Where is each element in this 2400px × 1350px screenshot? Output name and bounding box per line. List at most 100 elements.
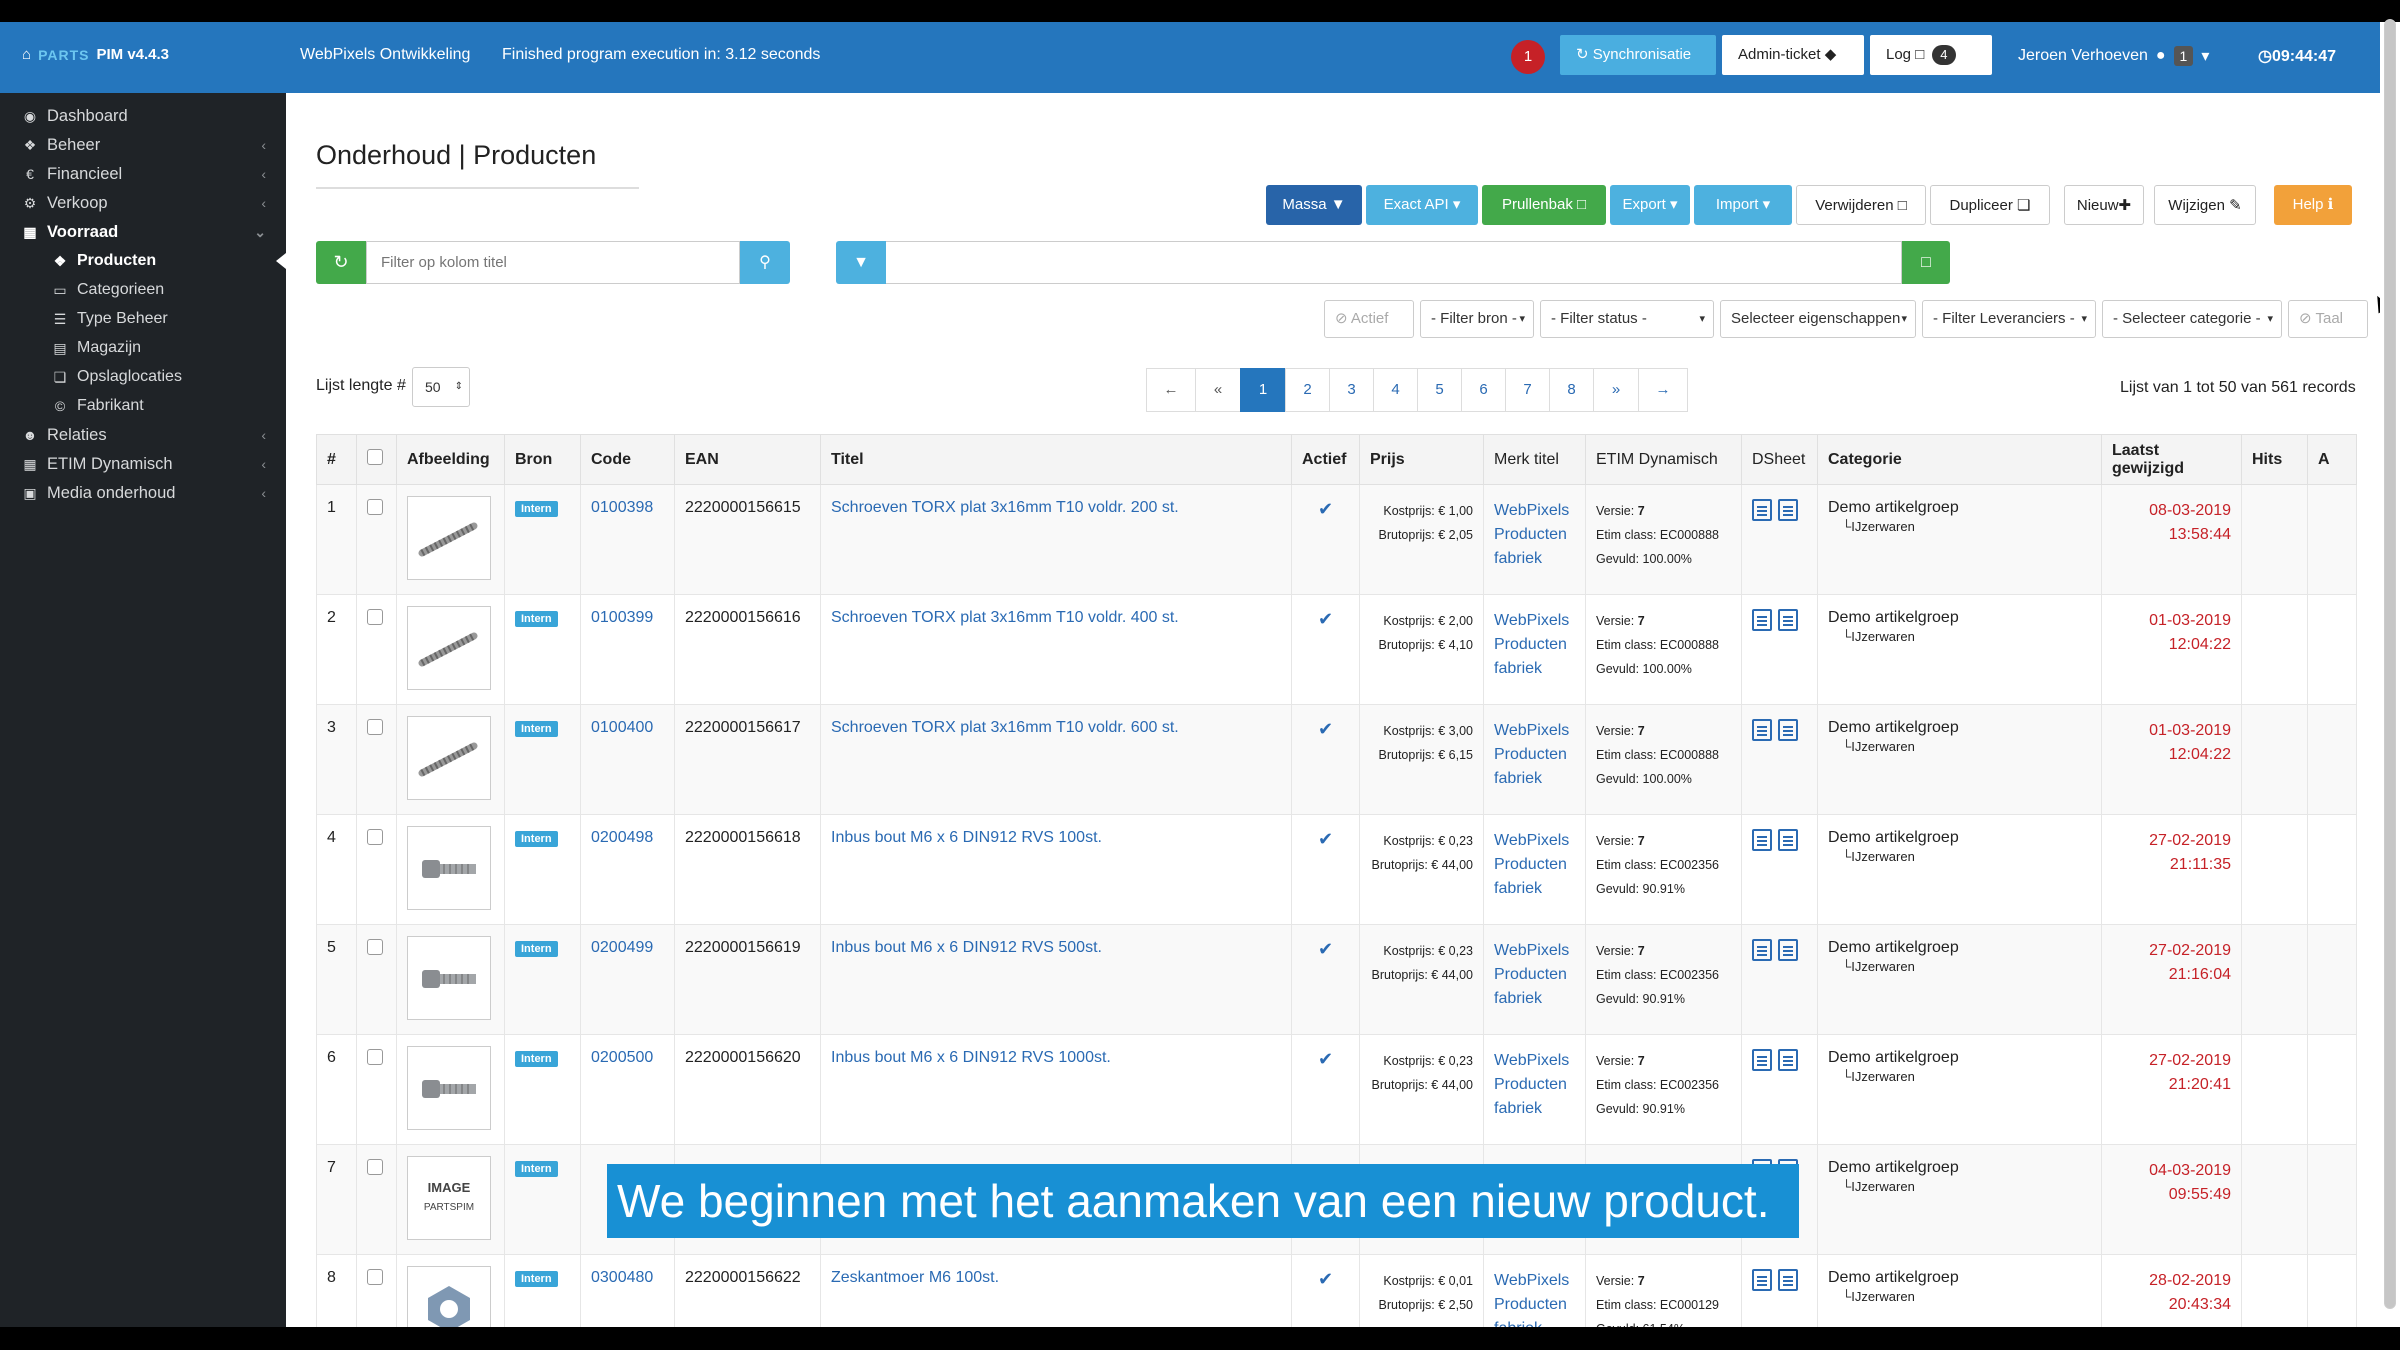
status-filter-select[interactable]: - Filter status - ▾ bbox=[1540, 300, 1714, 338]
product-title-link[interactable]: Zeskantmoer M6 100st. bbox=[831, 1269, 1000, 1286]
col-a[interactable]: A bbox=[2307, 434, 2357, 485]
col-number[interactable]: # bbox=[316, 434, 357, 485]
pager-last[interactable]: → bbox=[1638, 368, 1688, 412]
col-hits[interactable]: Hits bbox=[2241, 434, 2308, 485]
vertical-scrollbar[interactable] bbox=[2380, 19, 2400, 1327]
sidebar-item-etim[interactable]: ▦ ETIM Dynamisch ‹ bbox=[0, 444, 286, 484]
import-button[interactable]: Import ▾ bbox=[1694, 185, 1792, 225]
sidebar-item-dashboard[interactable]: ◉ Dashboard bbox=[0, 96, 286, 136]
pdf-icon[interactable] bbox=[1752, 829, 1772, 851]
product-thumbnail[interactable] bbox=[407, 936, 491, 1020]
notification-badge[interactable]: 1 bbox=[1511, 40, 1545, 74]
sync-button[interactable]: ↻ Synchronisatie bbox=[1560, 35, 1716, 75]
bron-filter-select[interactable]: - Filter bron - ▾ bbox=[1420, 300, 1534, 338]
list-length-select[interactable]: 50 ⇕ bbox=[412, 367, 470, 407]
product-thumbnail[interactable] bbox=[407, 496, 491, 580]
sidebar-item-relaties[interactable]: ☻ Relaties ‹ bbox=[0, 415, 286, 455]
admin-ticket-button[interactable]: Admin-ticket ◆ bbox=[1722, 35, 1864, 75]
pdf-icon[interactable] bbox=[1752, 499, 1772, 521]
col-etim[interactable]: ETIM Dynamisch bbox=[1585, 434, 1742, 485]
scrollbar-thumb[interactable] bbox=[2384, 19, 2396, 1309]
merk-title-link[interactable]: WebPixels Producten fabriek bbox=[1494, 829, 1575, 901]
wijzigen-button[interactable]: Wijzigen ✎ bbox=[2154, 185, 2256, 225]
actief-filter-button[interactable]: ⊘ Actief bbox=[1324, 300, 1414, 338]
product-title-link[interactable]: Inbus bout M6 x 6 DIN912 RVS 500st. bbox=[831, 939, 1102, 956]
col-afbeelding[interactable]: Afbeelding bbox=[396, 434, 505, 485]
row-select[interactable] bbox=[356, 484, 397, 595]
exact-api-button[interactable]: Exact API ▾ bbox=[1366, 185, 1478, 225]
sidebar-subitem-opslaglocaties[interactable]: ❏ Opslaglocaties bbox=[0, 357, 286, 397]
col-categorie[interactable]: Categorie bbox=[1817, 434, 2102, 485]
product-title-link[interactable]: Schroeven TORX plat 3x16mm T10 voldr. 20… bbox=[831, 499, 1179, 516]
copy-sheet-icon[interactable] bbox=[1778, 829, 1798, 851]
product-thumbnail[interactable] bbox=[407, 826, 491, 910]
table-row[interactable]: 3 Intern 0100400 2220000156617 Schroeven… bbox=[316, 704, 2357, 815]
log-button[interactable]: Log □ 4 bbox=[1870, 35, 1992, 75]
pdf-icon[interactable] bbox=[1752, 1049, 1772, 1071]
col-bron[interactable]: Bron bbox=[504, 434, 581, 485]
col-titel[interactable]: Titel bbox=[820, 434, 1292, 485]
pager-page-5[interactable]: 5 bbox=[1417, 368, 1462, 412]
user-menu[interactable]: Jeroen Verhoeven ● 1 ▾ bbox=[2018, 46, 2209, 66]
leveranciers-filter-select[interactable]: - Filter Leveranciers - ▾ bbox=[1922, 300, 2096, 338]
pager-page-2[interactable]: 2 bbox=[1285, 368, 1330, 412]
taal-filter-button[interactable]: ⊘ Taal bbox=[2288, 300, 2368, 338]
filter-query-field[interactable] bbox=[886, 241, 1902, 284]
row-checkbox[interactable] bbox=[367, 1159, 383, 1175]
pager-page-6[interactable]: 6 bbox=[1461, 368, 1506, 412]
product-code-link[interactable]: 0100398 bbox=[591, 499, 654, 516]
row-select[interactable] bbox=[356, 924, 397, 1035]
copy-sheet-icon[interactable] bbox=[1778, 609, 1798, 631]
col-actief[interactable]: Actief bbox=[1291, 434, 1360, 485]
table-row[interactable]: 2 Intern 0100399 2220000156616 Schroeven… bbox=[316, 594, 2357, 705]
merk-title-link[interactable]: WebPixels Producten fabriek bbox=[1494, 719, 1575, 791]
export-button[interactable]: Export ▾ bbox=[1610, 185, 1690, 225]
product-title-link[interactable]: Schroeven TORX plat 3x16mm T10 voldr. 40… bbox=[831, 609, 1179, 626]
pager-prev[interactable]: « bbox=[1195, 368, 1241, 412]
pdf-icon[interactable] bbox=[1752, 1269, 1772, 1291]
product-code-link[interactable]: 0200500 bbox=[591, 1049, 654, 1066]
pager-page-3[interactable]: 3 bbox=[1329, 368, 1374, 412]
col-merk-titel[interactable]: Merk titel bbox=[1483, 434, 1586, 485]
brand-logo[interactable]: ⌂ PARTS PIM v4.4.3 bbox=[22, 46, 169, 63]
pdf-icon[interactable] bbox=[1752, 719, 1772, 741]
merk-title-link[interactable]: WebPixels Producten fabriek bbox=[1494, 939, 1575, 1011]
row-select[interactable] bbox=[356, 704, 397, 815]
filter-clear-button[interactable]: □ bbox=[1902, 241, 1950, 284]
pager-page-4[interactable]: 4 bbox=[1373, 368, 1418, 412]
pdf-icon[interactable] bbox=[1752, 609, 1772, 631]
massa-button[interactable]: Massa ▼ bbox=[1266, 185, 1362, 225]
sidebar-item-media[interactable]: ▣ Media onderhoud ‹ bbox=[0, 473, 286, 513]
filter-toggle-button[interactable]: ▼ bbox=[836, 241, 886, 284]
sidebar-subitem-magazijn[interactable]: ▤ Magazijn bbox=[0, 328, 286, 368]
dupliceer-button[interactable]: Dupliceer ❏ bbox=[1930, 185, 2050, 225]
sidebar-item-beheer[interactable]: ❖ Beheer ‹ bbox=[0, 125, 286, 165]
col-select-all[interactable] bbox=[356, 434, 397, 485]
sidebar-subitem-fabrikant[interactable]: © Fabrikant bbox=[0, 386, 286, 426]
product-title-link[interactable]: Inbus bout M6 x 6 DIN912 RVS 1000st. bbox=[831, 1049, 1111, 1066]
categorie-filter-select[interactable]: - Selecteer categorie - ▾ bbox=[2102, 300, 2282, 338]
col-laatst-gewijzigd[interactable]: Laatst gewijzigd bbox=[2101, 434, 2242, 485]
row-select[interactable] bbox=[356, 1144, 397, 1255]
copy-sheet-icon[interactable] bbox=[1778, 719, 1798, 741]
product-title-link[interactable]: Schroeven TORX plat 3x16mm T10 voldr. 60… bbox=[831, 719, 1179, 736]
product-thumbnail[interactable] bbox=[407, 1266, 491, 1327]
pager-page-1[interactable]: 1 bbox=[1240, 368, 1286, 412]
sidebar-item-verkoop[interactable]: ⚙ Verkoop ‹ bbox=[0, 183, 286, 223]
copy-sheet-icon[interactable] bbox=[1778, 1269, 1798, 1291]
table-row[interactable]: 4 Intern 0200498 2220000156618 Inbus bou… bbox=[316, 814, 2357, 925]
merk-title-link[interactable]: WebPixels Producten fabriek bbox=[1494, 499, 1575, 571]
row-checkbox[interactable] bbox=[367, 609, 383, 625]
eigenschappen-select[interactable]: Selecteer eigenschappen ▾ bbox=[1720, 300, 1916, 338]
refresh-button[interactable]: ↻ bbox=[316, 241, 366, 284]
search-button[interactable]: ⚲ bbox=[740, 241, 790, 284]
row-select[interactable] bbox=[356, 1254, 397, 1327]
pager-next[interactable]: » bbox=[1593, 368, 1639, 412]
row-checkbox[interactable] bbox=[367, 1269, 383, 1285]
col-dsheet[interactable]: DSheet bbox=[1741, 434, 1818, 485]
copy-sheet-icon[interactable] bbox=[1778, 939, 1798, 961]
row-select[interactable] bbox=[356, 814, 397, 925]
copy-sheet-icon[interactable] bbox=[1778, 1049, 1798, 1071]
product-title-link[interactable]: Inbus bout M6 x 6 DIN912 RVS 100st. bbox=[831, 829, 1102, 846]
row-checkbox[interactable] bbox=[367, 829, 383, 845]
